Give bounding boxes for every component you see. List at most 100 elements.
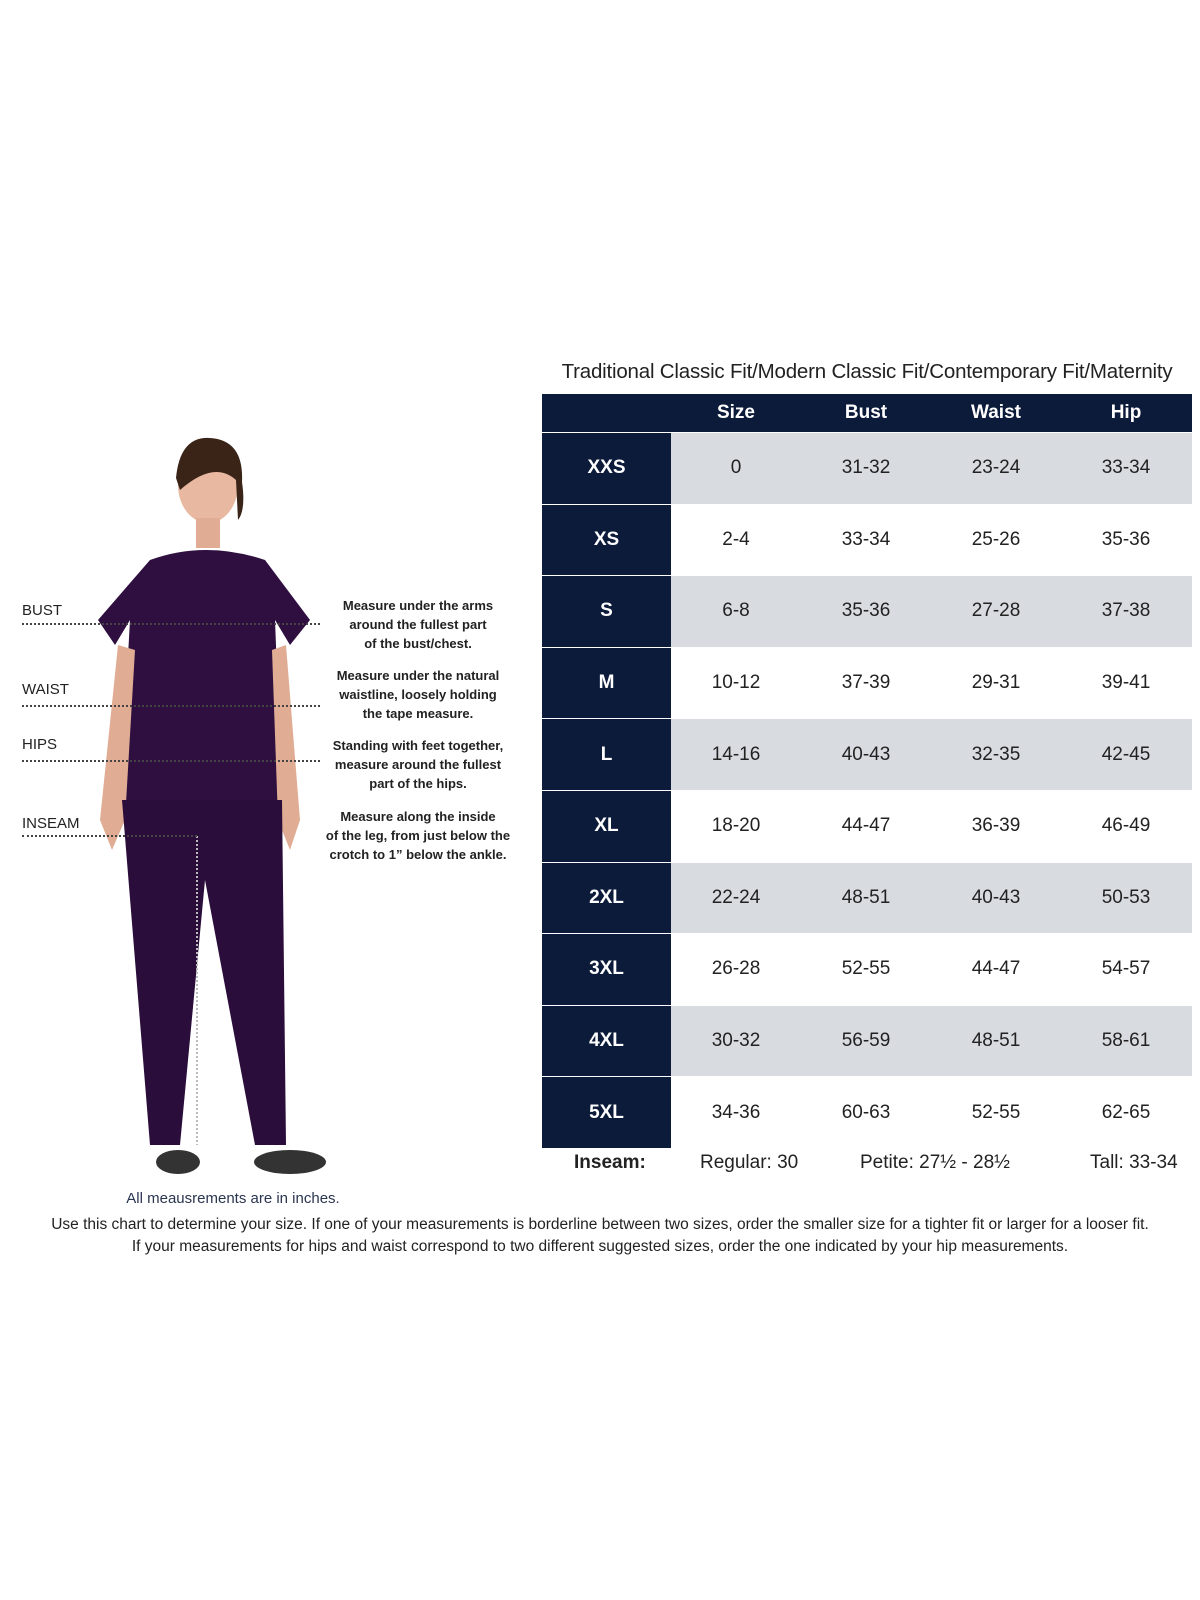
col-waist: Waist (971, 402, 1021, 423)
size-label: 4XL (542, 1005, 671, 1077)
table-row: M 10-12 37-39 29-31 39-41 (542, 646, 1192, 719)
waist-cell: 40-43 (971, 886, 1021, 908)
bust-cell: 31-32 (841, 457, 891, 479)
waist-cell: 29-31 (971, 672, 1021, 694)
col-size: Size (716, 402, 756, 423)
waist-label: WAIST (22, 681, 69, 698)
waist-cell: 52-55 (971, 1101, 1021, 1123)
size-cell: 10-12 (711, 672, 761, 694)
hip-cell: 42-45 (1101, 743, 1151, 765)
desc-line: part of the hips. (369, 776, 467, 791)
desc-line: Standing with feet together, (332, 738, 504, 753)
size-label: XL (542, 790, 671, 862)
table-row: 2XL 22-24 48-51 40-43 50-53 (542, 861, 1192, 934)
size-cell: 34-36 (711, 1101, 761, 1123)
waist-cell: 27-28 (971, 600, 1021, 622)
size-label: XXS (542, 433, 671, 504)
desc-line: Measure along the inside (340, 809, 496, 824)
table-row: XL 18-20 44-47 36-39 46-49 (542, 789, 1192, 862)
hips-label: HIPS (22, 736, 58, 753)
waist-line (22, 705, 320, 707)
bust-cell: 44-47 (841, 815, 891, 837)
size-cell: 14-16 (711, 743, 761, 765)
table-row: S 6-8 35-36 27-28 37-38 (542, 575, 1192, 647)
hip-cell: 50-53 (1101, 886, 1151, 908)
table-row: XS 2-4 33-34 25-26 35-36 (542, 503, 1192, 576)
desc-line: of the leg, from just below the (325, 828, 511, 843)
size-cell: 30-32 (711, 1030, 761, 1052)
bust-label: BUST (22, 602, 63, 619)
inseam-regular: Regular: 30 (700, 1152, 799, 1173)
footer-line-2: If your measurements for hips and waist … (131, 1238, 1069, 1255)
bust-cell: 35-36 (841, 600, 891, 622)
chart-title: Traditional Classic Fit/Modern Classic F… (561, 360, 1173, 383)
bust-line (22, 623, 320, 625)
bust-cell: 37-39 (841, 672, 891, 694)
table-row: L 14-16 40-43 32-35 42-45 (542, 718, 1192, 790)
col-hip: Hip (1110, 402, 1142, 423)
desc-line: of the bust/chest. (364, 636, 472, 651)
inseam-label: INSEAM (22, 815, 80, 832)
size-label: XS (542, 504, 671, 576)
waist-description: Measure under the natural waistline, loo… (318, 666, 518, 723)
waist-cell: 25-26 (971, 528, 1021, 550)
hip-cell: 62-65 (1101, 1101, 1151, 1123)
model-figure (98, 437, 326, 1174)
hip-cell: 39-41 (1101, 672, 1151, 694)
waist-cell: 32-35 (971, 743, 1021, 765)
desc-line: around the fullest part (349, 617, 487, 632)
size-label: S (542, 576, 671, 647)
hip-cell: 58-61 (1101, 1030, 1151, 1052)
waist-cell: 48-51 (971, 1030, 1021, 1052)
inseam-petite: Petite: 27½ - 28½ (860, 1152, 1010, 1173)
desc-line: waistline, loosely holding (339, 687, 497, 702)
size-cell: 6-8 (722, 600, 750, 622)
size-label: 2XL (542, 862, 671, 934)
desc-line: Measure under the arms (342, 598, 494, 613)
table-body: XXS 0 31-32 23-24 33-34 XS 2-4 33-34 25-26 35-36 S… (542, 432, 1192, 1148)
col-bust: Bust (844, 402, 888, 423)
size-label: L (542, 719, 671, 790)
size-cell: 22-24 (711, 886, 761, 908)
bust-cell: 48-51 (841, 886, 891, 908)
inseam-heading: Inseam: (574, 1152, 646, 1173)
bust-cell: 52-55 (841, 958, 891, 980)
header-blank (542, 394, 671, 432)
inseam-tall: Tall: 33-34 (1090, 1152, 1178, 1173)
table-row: 5XL 34-36 60-63 52-55 62-65 (542, 1076, 1192, 1148)
waist-cell: 36-39 (971, 815, 1021, 837)
hip-cell: 37-38 (1101, 600, 1151, 622)
units-note: All meausrements are in inches. (126, 1190, 340, 1207)
table-header: Size Bust Waist Hip (542, 394, 1192, 432)
desc-line: crotch to 1” below the ankle. (329, 847, 507, 862)
waist-cell: 44-47 (971, 958, 1021, 980)
table-row: 4XL 30-32 56-59 48-51 58-61 (542, 1004, 1192, 1077)
bust-cell: 40-43 (841, 743, 891, 765)
desc-line: measure around the fullest (334, 757, 502, 772)
inseam-description: Measure along the inside of the leg, fro… (318, 807, 518, 864)
hips-line (22, 760, 320, 762)
hip-cell: 35-36 (1101, 528, 1151, 550)
hip-cell: 46-49 (1101, 815, 1151, 837)
table-row: XXS 0 31-32 23-24 33-34 (542, 432, 1192, 504)
bust-cell: 33-34 (841, 528, 891, 550)
size-label: 3XL (542, 934, 671, 1005)
inseam-line (22, 835, 197, 837)
size-cell: 0 (730, 457, 742, 479)
bust-cell: 60-63 (841, 1101, 891, 1123)
bust-description: Measure under the arms around the fulles… (318, 596, 518, 653)
size-cell: 2-4 (722, 528, 750, 550)
size-table: Size Bust Waist Hip XXS 0 31-32 23-24 33-34 X… (542, 394, 1192, 1148)
size-label: M (542, 647, 671, 719)
size-cell: 26-28 (711, 958, 761, 980)
hips-description: Standing with feet together, measure aro… (318, 736, 518, 793)
bust-cell: 56-59 (841, 1030, 891, 1052)
footer-line-1: Use this chart to determine your size. I… (51, 1216, 1149, 1233)
size-label: 5XL (542, 1077, 671, 1148)
hip-cell: 54-57 (1101, 958, 1151, 980)
size-cell: 18-20 (711, 815, 761, 837)
hip-cell: 33-34 (1101, 457, 1151, 479)
desc-line: the tape measure. (362, 706, 474, 721)
waist-cell: 23-24 (971, 457, 1021, 479)
